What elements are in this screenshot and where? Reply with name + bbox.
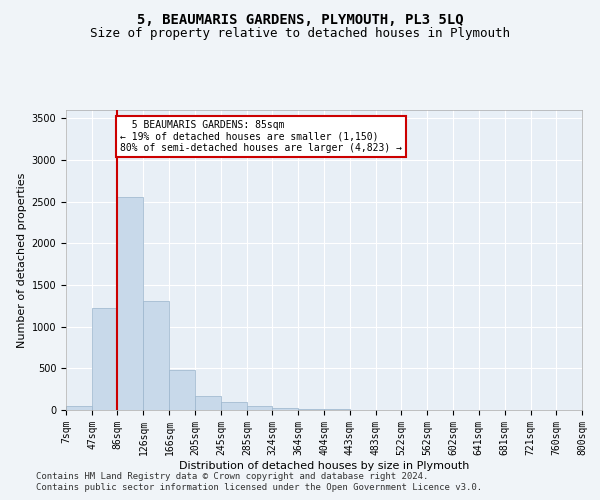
X-axis label: Distribution of detached houses by size in Plymouth: Distribution of detached houses by size … bbox=[179, 460, 469, 470]
Bar bbox=[247, 406, 272, 410]
Bar bbox=[272, 408, 298, 410]
Text: 5 BEAUMARIS GARDENS: 85sqm  
← 19% of detached houses are smaller (1,150)
80% of: 5 BEAUMARIS GARDENS: 85sqm ← 19% of deta… bbox=[120, 120, 402, 153]
Bar bbox=[298, 409, 325, 410]
Bar bbox=[66, 406, 92, 410]
Bar bbox=[92, 308, 118, 410]
Bar bbox=[195, 396, 221, 410]
Bar bbox=[221, 402, 247, 410]
Text: Contains public sector information licensed under the Open Government Licence v3: Contains public sector information licen… bbox=[36, 484, 482, 492]
Text: Contains HM Land Registry data © Crown copyright and database right 2024.: Contains HM Land Registry data © Crown c… bbox=[36, 472, 428, 481]
Bar bbox=[118, 196, 143, 410]
Text: Size of property relative to detached houses in Plymouth: Size of property relative to detached ho… bbox=[90, 28, 510, 40]
Y-axis label: Number of detached properties: Number of detached properties bbox=[17, 172, 28, 348]
Bar bbox=[143, 301, 169, 410]
Bar bbox=[169, 370, 195, 410]
Text: 5, BEAUMARIS GARDENS, PLYMOUTH, PL3 5LQ: 5, BEAUMARIS GARDENS, PLYMOUTH, PL3 5LQ bbox=[137, 12, 463, 26]
